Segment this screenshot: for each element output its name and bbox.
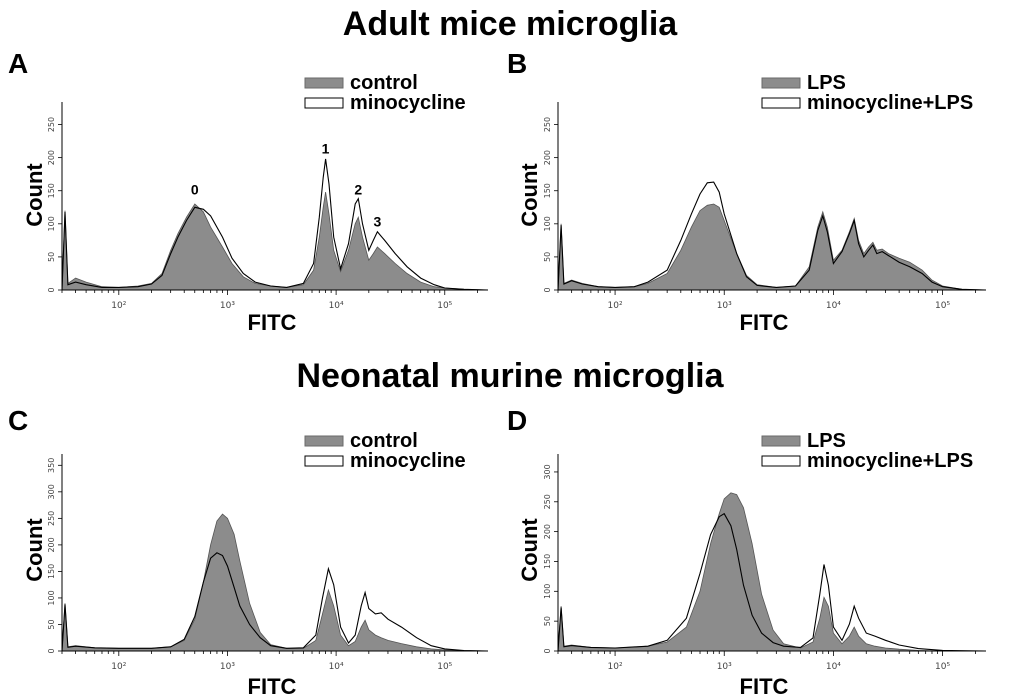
x-tick-label: 10² [608,662,623,672]
y-axis-label: Count [22,518,47,582]
x-tick-label: 10⁵ [935,301,950,311]
x-axis-label: FITC [740,674,789,699]
y-axis-label: Count [517,163,542,227]
y-tick-label: 300 [47,484,56,499]
x-tick-label: 10² [111,301,126,311]
y-tick-label: 0 [543,648,552,653]
x-tick-label: 10³ [717,662,732,672]
panel-d: D 10² 10³ 10⁴ 10⁵ 0 50 100 150 200 250 300 Count FITC… [507,405,987,699]
legend-label: LPS [807,430,846,452]
x-tick-label: 10⁴ [329,301,344,311]
panel-b: B 10² 10³ 10⁴ 10⁵ 0 50 100 150 200 250 Count FITC LPS… [507,48,987,335]
x-tick-label: 10⁵ [935,662,950,672]
peak-label: 3 [374,213,382,229]
x-axis-label: FITC [248,674,297,699]
y-axis-label: Count [517,518,542,582]
y-tick-label: 100 [47,216,56,231]
y-tick-label: 200 [47,150,56,165]
legend-label: minocycline+LPS [807,450,973,472]
y-tick-label: 50 [543,252,552,262]
panel-letter: B [507,48,527,79]
x-tick-label: 10⁵ [437,301,452,311]
x-tick-label: 10² [608,301,623,311]
y-tick-label: 200 [543,524,552,539]
legend-swatch [761,97,801,109]
series-area-control [61,513,489,652]
panel-a: A 10² 10³ 10⁴ 10⁵ 0 50 100 150 200 250 Count FITC 0 1 2… [8,48,489,335]
panel-letter: D [507,405,527,436]
legend-swatch [304,455,344,467]
y-tick-label: 0 [47,287,56,292]
y-tick-label: 50 [47,252,56,262]
legend-label: minocycline [350,92,466,114]
x-axis-label: FITC [248,310,297,335]
y-tick-label: 100 [543,216,552,231]
panel-letter: C [8,405,28,436]
y-tick-label: 100 [47,590,56,605]
section-title-neonatal: Neonatal murine microglia [297,357,725,395]
y-tick-label: 350 [47,458,56,473]
y-tick-label: 250 [47,117,56,132]
legend-label: LPS [807,72,846,94]
y-tick-label: 250 [47,511,56,526]
x-tick-label: 10² [111,662,126,672]
legend-label: control [350,430,418,452]
y-tick-label: 50 [47,619,56,629]
y-tick-label: 250 [543,494,552,509]
y-tick-label: 250 [543,117,552,132]
y-tick-label: 300 [543,464,552,479]
x-tick-label: 10⁴ [826,301,841,311]
peak-label: 2 [354,182,362,198]
x-tick-label: 10⁴ [826,662,841,672]
y-tick-label: 50 [543,616,552,626]
legend-swatch [761,455,801,467]
series-area-minocycline [61,552,489,652]
legend-swatch [761,435,801,447]
x-tick-label: 10³ [220,301,235,311]
legend-label: control [350,72,418,94]
section-title-adult: Adult mice microglia [343,5,678,43]
series-area-lps [557,203,987,291]
y-tick-label: 200 [47,537,56,552]
x-tick-label: 10⁴ [329,662,344,672]
legend-label: minocycline [350,450,466,472]
legend-swatch [304,77,344,89]
y-tick-label: 100 [543,584,552,599]
y-tick-label: 150 [47,564,56,579]
y-tick-label: 0 [543,287,552,292]
peak-label: 0 [191,182,199,198]
series-area-control [61,192,489,291]
legend-swatch [304,97,344,109]
x-tick-label: 10⁵ [437,662,452,672]
y-tick-label: 0 [47,648,56,653]
series-area-minocycline [61,158,489,291]
series-area-lps [557,492,986,652]
y-tick-label: 150 [543,554,552,569]
x-axis-label: FITC [740,310,789,335]
x-tick-label: 10³ [717,301,732,311]
panel-letter: A [8,48,28,79]
y-axis-label: Count [22,163,47,227]
legend-swatch [761,77,801,89]
legend-swatch [304,435,344,447]
series-area-minocycline-lps [557,181,987,291]
y-tick-label: 150 [47,183,56,198]
peak-label: 1 [322,141,330,157]
series-area-minocycline-lps [557,512,987,652]
y-tick-label: 150 [543,183,552,198]
x-tick-label: 10³ [220,662,235,672]
panel-c: C 10² 10³ 10⁴ 10⁵ 0 50 100 150 200 250 300 350 Count F… [8,405,489,699]
y-tick-label: 200 [543,150,552,165]
legend-label: minocycline+LPS [807,92,973,114]
